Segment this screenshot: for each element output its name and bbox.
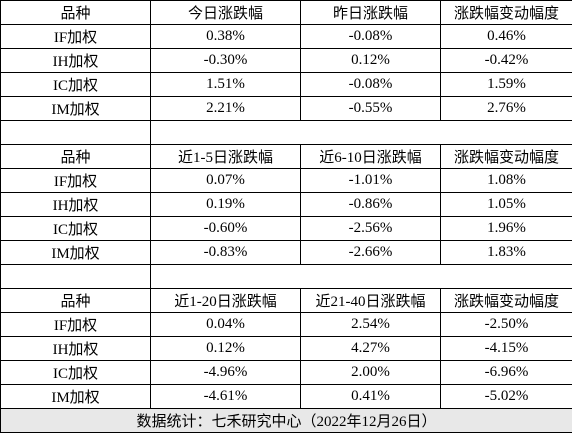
- row-label: IC加权: [0, 216, 151, 241]
- value-cell: 0.04%: [150, 312, 301, 337]
- data-row: IC加权 -4.96% 2.00% -6.96%: [0, 360, 572, 385]
- value-cell: -0.08%: [300, 24, 441, 49]
- value-cell: -4.61%: [150, 384, 301, 409]
- value-cell: 0.38%: [150, 24, 301, 49]
- value-cell: -0.86%: [300, 192, 441, 217]
- spacer-cell: [0, 120, 151, 145]
- row-label: IH加权: [0, 192, 151, 217]
- value-cell: 0.07%: [150, 168, 301, 193]
- value-cell: 1.96%: [440, 216, 572, 241]
- header-cell: 品种: [0, 144, 151, 169]
- value-cell: -0.30%: [150, 48, 301, 73]
- header-cell: 近1-20日涨跌幅: [150, 288, 301, 313]
- row-label: IH加权: [0, 336, 151, 361]
- value-cell: 4.27%: [300, 336, 441, 361]
- data-row: IH加权 0.12% 4.27% -4.15%: [0, 336, 572, 361]
- value-cell: -2.56%: [300, 216, 441, 241]
- header-cell: 近21-40日涨跌幅: [300, 288, 441, 313]
- value-cell: 0.12%: [150, 336, 301, 361]
- spacer-cell: [0, 264, 151, 289]
- spacer-row: [0, 120, 572, 145]
- value-cell: -0.60%: [150, 216, 301, 241]
- value-cell: -0.55%: [300, 96, 441, 121]
- row-label: IM加权: [0, 96, 151, 121]
- row-label: IM加权: [0, 384, 151, 409]
- spacer-cell: [150, 120, 572, 145]
- value-cell: -4.15%: [440, 336, 572, 361]
- header-cell: 品种: [0, 288, 151, 313]
- row-label: IC加权: [0, 72, 151, 97]
- header-row: 品种 近1-5日涨跌幅 近6-10日涨跌幅 涨跌幅变动幅度: [0, 144, 572, 169]
- header-cell: 昨日涨跌幅: [300, 0, 441, 25]
- value-cell: -0.83%: [150, 240, 301, 265]
- row-label: IF加权: [0, 24, 151, 49]
- spacer-cell: [150, 264, 572, 289]
- row-label: IM加权: [0, 240, 151, 265]
- value-cell: -2.50%: [440, 312, 572, 337]
- header-cell: 今日涨跌幅: [150, 0, 301, 25]
- value-cell: 2.00%: [300, 360, 441, 385]
- value-cell: 1.59%: [440, 72, 572, 97]
- row-label: IF加权: [0, 312, 151, 337]
- data-row: IM加权 -4.61% 0.41% -5.02%: [0, 384, 572, 409]
- value-cell: 1.05%: [440, 192, 572, 217]
- value-cell: -2.66%: [300, 240, 441, 265]
- value-cell: 0.46%: [440, 24, 572, 49]
- value-cell: 0.41%: [300, 384, 441, 409]
- spacer-row: [0, 264, 572, 289]
- value-cell: -1.01%: [300, 168, 441, 193]
- footer-row: 数据统计：七禾研究中心（2022年12月26日）: [0, 408, 572, 433]
- value-cell: 2.21%: [150, 96, 301, 121]
- value-cell: 2.76%: [440, 96, 572, 121]
- value-cell: 0.19%: [150, 192, 301, 217]
- header-cell: 涨跌幅变动幅度: [440, 288, 572, 313]
- value-cell: 1.08%: [440, 168, 572, 193]
- value-cell: 0.12%: [300, 48, 441, 73]
- data-row: IF加权 0.38% -0.08% 0.46%: [0, 24, 572, 49]
- data-row: IC加权 -0.60% -2.56% 1.96%: [0, 216, 572, 241]
- header-cell: 品种: [0, 0, 151, 25]
- value-cell: -4.96%: [150, 360, 301, 385]
- footer-cell: 数据统计：七禾研究中心（2022年12月26日）: [0, 408, 572, 433]
- value-cell: -0.08%: [300, 72, 441, 97]
- header-cell: 近1-5日涨跌幅: [150, 144, 301, 169]
- value-cell: -5.02%: [440, 384, 572, 409]
- row-label: IC加权: [0, 360, 151, 385]
- value-cell: 2.54%: [300, 312, 441, 337]
- row-label: IF加权: [0, 168, 151, 193]
- data-row: IF加权 0.04% 2.54% -2.50%: [0, 312, 572, 337]
- data-row: IC加权 1.51% -0.08% 1.59%: [0, 72, 572, 97]
- data-row: IM加权 2.21% -0.55% 2.76%: [0, 96, 572, 121]
- value-cell: 1.51%: [150, 72, 301, 97]
- header-row: 品种 今日涨跌幅 昨日涨跌幅 涨跌幅变动幅度: [0, 0, 572, 25]
- data-row: IF加权 0.07% -1.01% 1.08%: [0, 168, 572, 193]
- data-row: IH加权 0.19% -0.86% 1.05%: [0, 192, 572, 217]
- header-cell: 涨跌幅变动幅度: [440, 0, 572, 25]
- row-label: IH加权: [0, 48, 151, 73]
- value-cell: -0.42%: [440, 48, 572, 73]
- value-cell: 1.83%: [440, 240, 572, 265]
- value-cell: -6.96%: [440, 360, 572, 385]
- data-row: IH加权 -0.30% 0.12% -0.42%: [0, 48, 572, 73]
- header-cell: 近6-10日涨跌幅: [300, 144, 441, 169]
- data-row: IM加权 -0.83% -2.66% 1.83%: [0, 240, 572, 265]
- header-cell: 涨跌幅变动幅度: [440, 144, 572, 169]
- header-row: 品种 近1-20日涨跌幅 近21-40日涨跌幅 涨跌幅变动幅度: [0, 288, 572, 313]
